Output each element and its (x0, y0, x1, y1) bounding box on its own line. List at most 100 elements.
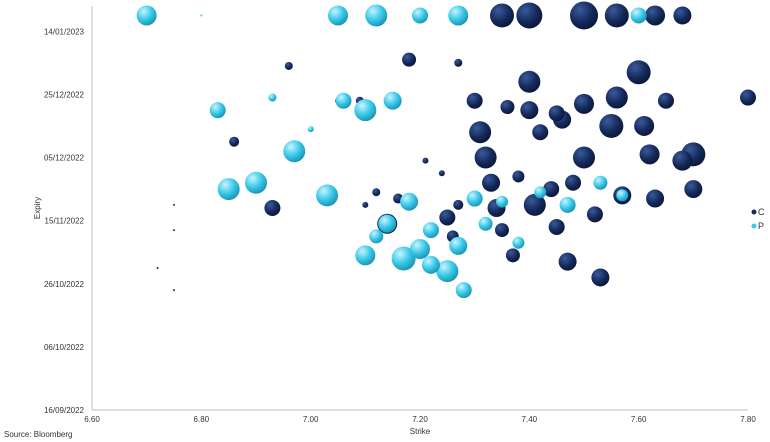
point-c (548, 105, 565, 122)
point-p (630, 7, 647, 24)
point-c (548, 218, 565, 235)
point-p (400, 192, 419, 211)
point-c (402, 52, 417, 67)
point-c (362, 201, 369, 208)
point-p (449, 236, 468, 255)
point-p (616, 189, 629, 202)
point-c (626, 60, 651, 85)
point-c (490, 3, 514, 28)
point-p (209, 102, 226, 119)
point-c (672, 150, 693, 171)
point-c (466, 92, 483, 109)
point-c (495, 223, 509, 238)
y-tick-label: 14/01/2023 (44, 27, 85, 36)
point-c (605, 86, 628, 109)
point-c (505, 248, 520, 263)
point-p (410, 239, 430, 260)
point-c (558, 252, 577, 271)
data-points (136, 1, 756, 299)
point-p (496, 195, 508, 208)
point-c (453, 199, 464, 210)
point-p (383, 91, 402, 110)
point-p (391, 246, 416, 271)
point-p (478, 216, 493, 231)
x-tick-label: 7.20 (412, 415, 428, 424)
point-c (469, 121, 492, 144)
point-p (136, 5, 157, 26)
point-c (229, 136, 240, 147)
point-c (573, 146, 595, 169)
point-c (454, 58, 463, 67)
point-c (520, 101, 539, 120)
point-p (354, 99, 377, 122)
y-tick-label: 15/11/2022 (45, 217, 85, 226)
point-c (523, 193, 546, 216)
point-c (264, 200, 281, 216)
point-c (604, 3, 629, 28)
point-p (436, 260, 459, 283)
point-p (316, 184, 339, 207)
legend-label-c: C (758, 207, 765, 217)
axes: 6.60 6.80 7.00 7.20 7.40 7.60 7.80 14/01/2023 25… (33, 6, 756, 436)
point-c (474, 146, 497, 169)
point-c (639, 144, 660, 165)
point-c (173, 289, 175, 292)
point-c (500, 100, 515, 114)
point-p (378, 214, 397, 233)
point-p (412, 7, 428, 24)
point-p (335, 92, 352, 109)
x-tick-label: 7.60 (631, 415, 647, 424)
point-p (455, 282, 472, 299)
point-c (156, 266, 159, 269)
legend-label-p: P (758, 221, 764, 231)
point-c (482, 173, 501, 192)
point-c (173, 203, 175, 206)
y-axis-label: Expiry (33, 197, 42, 219)
x-tick-label: 7.00 (303, 415, 319, 424)
point-c (658, 92, 674, 109)
point-c (438, 170, 445, 177)
point-p (283, 140, 306, 163)
point-c (512, 170, 525, 183)
point-c (673, 6, 692, 25)
point-c (173, 229, 175, 232)
point-c (372, 188, 381, 197)
point-c (645, 5, 666, 26)
point-c (634, 115, 655, 136)
source-note: Source: Bloomberg (4, 430, 73, 439)
y-tick-label: 06/10/2022 (44, 343, 85, 352)
point-c (516, 2, 543, 29)
point-p (512, 236, 525, 249)
point-p (534, 186, 547, 199)
point-c (532, 124, 549, 141)
point-p (355, 245, 376, 266)
point-p (307, 126, 314, 133)
y-tick-label: 16/09/2022 (44, 406, 85, 415)
point-p (448, 5, 469, 26)
point-c (599, 113, 624, 138)
legend: CP (751, 207, 765, 231)
x-tick-label: 7.80 (740, 415, 756, 424)
point-c (439, 209, 456, 226)
point-p (421, 255, 440, 274)
point-c (740, 89, 756, 106)
point-c (518, 70, 541, 93)
point-c (565, 174, 582, 191)
x-tick-label: 7.40 (522, 415, 538, 424)
x-tick-label: 6.80 (194, 415, 210, 424)
point-p (328, 5, 348, 26)
point-c (684, 180, 703, 199)
point-p (369, 229, 384, 244)
legend-marker-p (751, 223, 757, 229)
point-p (245, 171, 267, 194)
point-p (217, 178, 240, 201)
y-tick-label: 26/10/2022 (44, 280, 85, 289)
point-p (466, 190, 483, 207)
point-p (593, 175, 608, 190)
point-p (268, 93, 277, 102)
point-c (586, 206, 603, 223)
x-tick-label: 6.60 (84, 415, 100, 424)
point-c (591, 268, 610, 287)
y-tick-label: 05/12/2022 (44, 154, 85, 163)
point-p (200, 14, 203, 17)
